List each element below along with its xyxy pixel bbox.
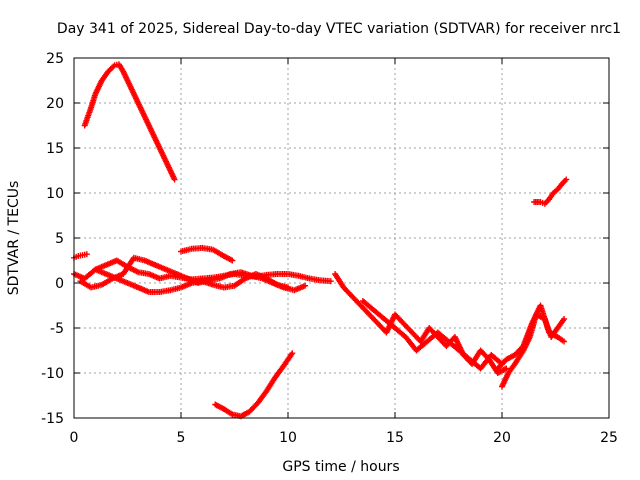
data-point	[561, 316, 568, 322]
series-arc-high	[81, 61, 178, 183]
y-tick-label: 5	[55, 231, 64, 247]
data-point	[229, 257, 236, 264]
data-point	[561, 338, 568, 345]
x-tick-label: 5	[177, 430, 186, 446]
y-tick-label: 15	[46, 141, 64, 157]
data-point	[83, 251, 90, 258]
data-point	[171, 176, 178, 183]
chart-title: Day 341 of 2025, Sidereal Day-to-day VTE…	[57, 21, 621, 37]
x-tick-label: 15	[386, 430, 404, 446]
x-tick-label: 0	[70, 430, 79, 446]
y-tick-label: -5	[50, 321, 64, 337]
data-point	[289, 350, 296, 357]
data-point	[302, 282, 309, 289]
y-tick-label: 10	[46, 186, 64, 202]
series-arc-start	[71, 251, 90, 261]
y-tick-label: -10	[41, 366, 64, 382]
data-point	[327, 278, 334, 285]
x-tick-label: 10	[279, 430, 297, 446]
series-arc-low	[212, 350, 296, 420]
grid	[74, 58, 609, 418]
data-layer	[71, 61, 570, 420]
series-arc-bump	[178, 244, 236, 264]
series-arc-right	[531, 176, 570, 207]
x-tick-label: 25	[600, 430, 618, 446]
y-axis-label: SDTVAR / TECUs	[6, 181, 22, 296]
data-point	[285, 284, 291, 291]
data-marker-fill	[110, 63, 117, 70]
y-tick-label: -15	[41, 411, 64, 427]
series-decline	[332, 271, 510, 376]
data-point	[563, 176, 570, 183]
data-point	[503, 365, 510, 372]
y-tick-label: 25	[46, 51, 64, 67]
x-tick-label: 20	[493, 430, 511, 446]
series-tail-b	[494, 302, 568, 372]
ticks: 0 5 10 15 20 25 -15 -10 -5 0 5 10 15 20 25	[41, 51, 618, 446]
series-decline-b	[359, 298, 505, 372]
series-main-c	[92, 266, 291, 295]
y-tick-label: 0	[55, 276, 64, 292]
x-axis-label: GPS time / hours	[282, 459, 399, 475]
y-tick-label: 20	[46, 96, 64, 112]
